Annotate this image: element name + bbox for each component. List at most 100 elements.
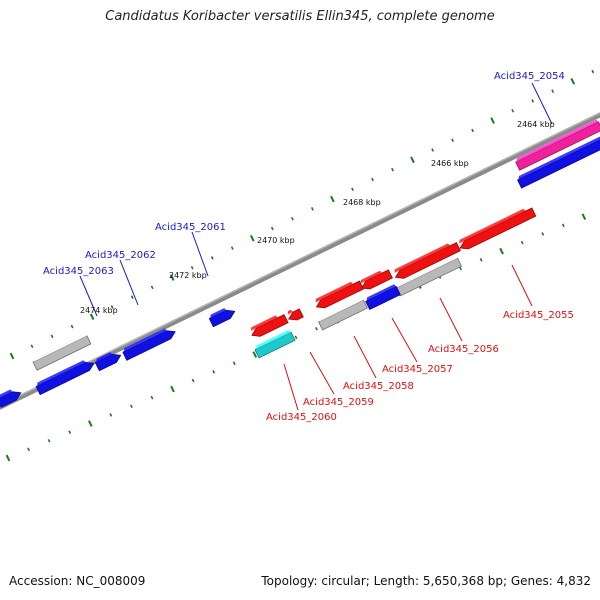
- gene-features[interactable]: [0, 119, 600, 408]
- upper-scale-tick: [410, 156, 415, 164]
- leader-2060: [283, 363, 299, 411]
- upper-scale-tick: [230, 246, 234, 250]
- upper-scale-tick: [290, 216, 294, 221]
- lower-scale-tick: [541, 232, 545, 236]
- leader-2061: [191, 231, 209, 277]
- upper-scale-tick: [551, 89, 555, 93]
- lower-scale-tick: [459, 266, 462, 271]
- gene-grey-2063[interactable]: [32, 333, 92, 371]
- gene-blue-2057[interactable]: [365, 284, 401, 311]
- upper-scale-tick: [270, 226, 274, 231]
- upper-scale-tick: [570, 78, 576, 85]
- gene-blue-2063[interactable]: [35, 360, 95, 396]
- leader-2056: [439, 297, 463, 342]
- leader-2058: [353, 335, 377, 379]
- upper-scale-tick: [451, 138, 455, 142]
- upper-scale-tick: [210, 256, 214, 260]
- upper-scale-tick: [30, 344, 34, 348]
- gene-blue-2061[interactable]: [208, 308, 236, 328]
- lower-scale-tick: [27, 447, 31, 452]
- lower-scale-tick: [212, 370, 216, 374]
- lower-scale-tick: [252, 351, 258, 358]
- scale-label-2464: 2464 kbp: [517, 120, 555, 129]
- leader-2059: [309, 351, 335, 395]
- lower-scale-tick: [5, 454, 11, 462]
- lower-scale-tick: [68, 430, 72, 434]
- upper-scale-tick: [169, 274, 175, 281]
- gene-label-acid345-2060[interactable]: Acid345_2060: [266, 412, 337, 423]
- gene-label-acid345-2059[interactable]: Acid345_2059: [303, 397, 374, 408]
- lower-scale-tick: [294, 335, 298, 340]
- topology-label: Topology: circular; Length: 5,650,368 bp…: [261, 574, 591, 588]
- gene-red-2060[interactable]: [250, 314, 289, 337]
- upper-scale-tick: [190, 265, 194, 270]
- label-leader-lines: [79, 82, 553, 411]
- leader-2054: [531, 82, 553, 125]
- upper-scale-tick: [431, 148, 435, 152]
- upper-scale-tick: [249, 234, 255, 242]
- gene-cyan-2060[interactable]: [254, 329, 296, 359]
- upper-scale-tick: [531, 99, 535, 103]
- gene-label-acid345-2063[interactable]: Acid345_2063: [43, 266, 114, 277]
- leader-2055: [511, 264, 533, 307]
- upper-scale-tick: [9, 352, 15, 360]
- lower-scale-tick: [499, 247, 504, 255]
- gene-label-acid345-2057[interactable]: Acid345_2057: [382, 364, 453, 375]
- upper-scale-tick: [591, 69, 595, 74]
- upper-scale-tick: [330, 195, 335, 203]
- lower-scale-tick: [520, 240, 524, 245]
- upper-scale-tick: [130, 295, 134, 299]
- lower-scale-tick: [232, 361, 236, 366]
- gene-blue-2062[interactable]: [122, 328, 176, 361]
- gene-label-acid345-2056[interactable]: Acid345_2056: [428, 344, 499, 355]
- gene-label-acid345-2058[interactable]: Acid345_2058: [343, 381, 414, 392]
- lower-scale-tick: [109, 413, 113, 417]
- gene-label-acid345-2054[interactable]: Acid345_2054: [494, 71, 565, 82]
- scale-label-2470: 2470 kbp: [257, 236, 295, 245]
- lower-scale-tick: [170, 385, 175, 393]
- lower-scale-tick: [479, 258, 483, 262]
- upper-scale-tick: [310, 207, 314, 211]
- upper-scale-tick: [490, 117, 495, 124]
- gene-red-2058[interactable]: [315, 280, 364, 309]
- lower-scale-tick: [47, 438, 51, 443]
- gene-red-2057[interactable]: [360, 269, 393, 290]
- upper-scale-tick: [471, 128, 475, 133]
- upper-scale-tick: [351, 187, 354, 192]
- leader-2063: [79, 275, 98, 317]
- upper-scale-tick: [89, 313, 95, 321]
- scale-label-2472: 2472 kbp: [169, 271, 207, 280]
- scale-label-2474: 2474 kbp: [80, 306, 118, 315]
- upper-scale-tick: [511, 108, 515, 113]
- upper-scale-tick: [150, 285, 154, 290]
- genome-backbone: [0, 112, 600, 410]
- scale-label-2466: 2466 kbp: [431, 159, 469, 168]
- upper-scale-tick: [371, 177, 374, 182]
- upper-scale-tick: [70, 324, 74, 329]
- upper-scale-tick: [110, 305, 114, 309]
- map-title: Candidatus Koribacter versatilis Ellin34…: [105, 9, 495, 24]
- gene-red-2055[interactable]: [459, 207, 537, 250]
- upper-scale-tick: [50, 334, 54, 339]
- lower-scale-tick: [88, 420, 93, 427]
- gene-label-acid345-2055[interactable]: Acid345_2055: [503, 310, 574, 321]
- gene-red-2056[interactable]: [394, 242, 461, 279]
- gene-grey-2058[interactable]: [318, 297, 368, 331]
- lower-scale-tick: [150, 395, 154, 400]
- lower-scale-tick: [191, 378, 195, 383]
- accession-label: Accession: NC_008009: [9, 574, 146, 588]
- scale-label-2468: 2468 kbp: [343, 198, 381, 207]
- gene-blue-edge[interactable]: [0, 389, 22, 408]
- leader-2057: [391, 317, 418, 363]
- gene-red-2059[interactable]: [287, 308, 304, 321]
- leader-2062: [119, 259, 139, 306]
- gene-blue-2054-lower[interactable]: [517, 130, 600, 189]
- gene-label-acid345-2061[interactable]: Acid345_2061: [155, 222, 226, 233]
- gene-magenta[interactable]: [515, 119, 600, 171]
- genome-backbone-highlight: [0, 112, 600, 406]
- gene-label-acid345-2062[interactable]: Acid345_2062: [85, 250, 156, 261]
- lower-scale-tick: [315, 326, 318, 331]
- gene-blue-small[interactable]: [94, 352, 122, 372]
- lower-scale-tick: [581, 213, 587, 221]
